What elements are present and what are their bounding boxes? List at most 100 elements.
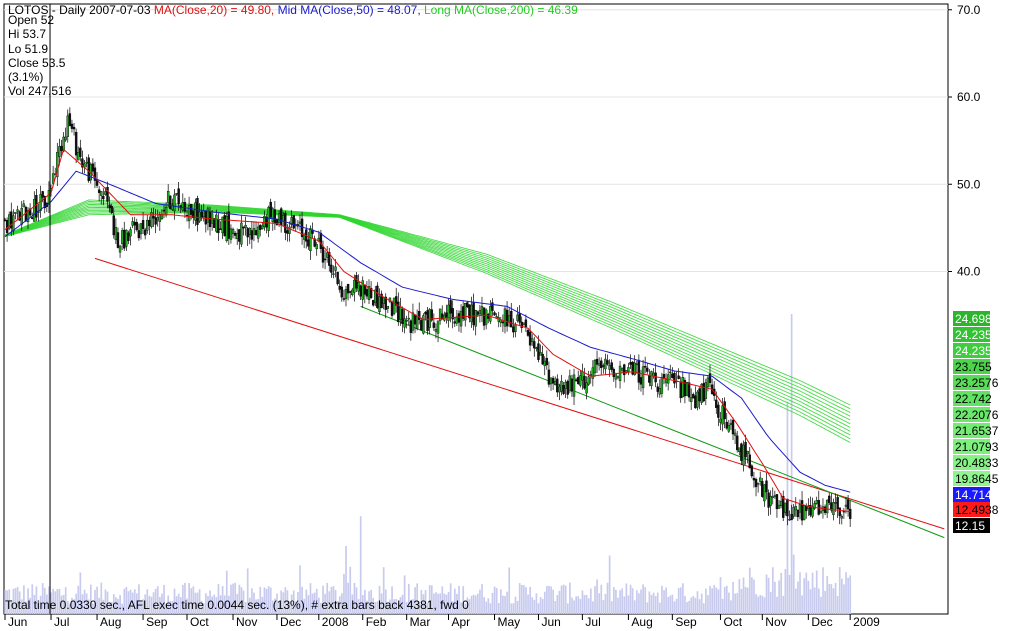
plot-frame [3, 3, 949, 615]
volume-bar [740, 589, 743, 614]
candle-body [154, 217, 157, 225]
candle-body [143, 229, 147, 236]
volume-bar [110, 601, 113, 614]
volume-bar [577, 596, 580, 614]
volume-bar [495, 588, 498, 614]
candle-body [664, 379, 668, 384]
volume-bar [589, 588, 592, 614]
candle-body [336, 271, 339, 285]
volume-bar [765, 574, 768, 614]
candle-body [146, 219, 149, 231]
candle-body [493, 312, 496, 316]
candle-body [3, 219, 7, 221]
candle-body [74, 131, 78, 156]
volume-bar [376, 601, 379, 614]
volume-bar [420, 590, 423, 614]
candle-body [566, 381, 569, 395]
volume-bar [700, 593, 703, 614]
candle-body [150, 212, 153, 227]
change-value: (3.1%) [8, 70, 44, 85]
candle-body [775, 494, 779, 510]
candle-body [106, 187, 109, 202]
candle-body [765, 480, 768, 493]
candle-body [41, 191, 44, 198]
candle-body [131, 221, 134, 226]
volume-bars [4, 314, 852, 614]
candle-body [271, 208, 274, 222]
volume-bar [129, 589, 132, 614]
volume-bar [48, 586, 50, 614]
volume-bar [387, 603, 389, 614]
volume-bar [100, 582, 103, 614]
volume-bar [357, 599, 360, 614]
volume-bar [123, 588, 126, 614]
volume-bar [763, 597, 766, 614]
candle-body [123, 229, 126, 249]
y-tick-label: 40.0 [957, 265, 981, 279]
candle-body [692, 394, 695, 399]
volume-bar [12, 588, 15, 614]
header-ma50: Mid MA(Close,50) = 48.07, [278, 3, 424, 17]
volume-bar [328, 591, 331, 614]
candle-body [623, 364, 626, 376]
volume-bar [487, 598, 490, 614]
volume-bar [508, 567, 511, 614]
candle-body [378, 296, 381, 312]
volume-bar [253, 592, 255, 614]
volume-bar [202, 603, 205, 614]
candle-body [556, 378, 559, 393]
volume-bar [343, 573, 345, 614]
volume-bar [527, 594, 529, 614]
volume-bar [698, 599, 701, 614]
volume-bar [707, 595, 709, 614]
volume-bar [255, 599, 257, 614]
volume-bar [282, 592, 285, 614]
volume-bar [650, 594, 653, 614]
candle-body [395, 296, 398, 306]
candle-body [794, 506, 797, 511]
volume-bar [330, 586, 333, 614]
candle-body [593, 360, 597, 374]
x-tick-label: Jun [541, 615, 560, 629]
volume-bar [437, 593, 439, 614]
volume-bar [491, 592, 494, 614]
candle-body [137, 230, 141, 239]
candle-body [401, 308, 404, 324]
volume-bar [391, 586, 393, 614]
candle-body [254, 230, 258, 235]
candle-body [606, 360, 609, 365]
candle-body [357, 282, 360, 292]
volume-bar [54, 591, 57, 614]
candle-body [522, 322, 526, 325]
candle-body [338, 285, 341, 290]
candle-body [135, 222, 138, 231]
volume-bar [623, 596, 626, 614]
candle-body [307, 239, 310, 247]
volume-bar [31, 584, 34, 614]
volume-value: Vol 247,516 [8, 84, 72, 99]
volume-bar [140, 601, 142, 614]
volume-bar [142, 599, 144, 614]
candle-body [405, 320, 408, 322]
candle-body [342, 298, 346, 300]
footer-timing: Total time 0.0330 sec., AFL exec time 0.… [5, 598, 469, 612]
volume-bar [64, 587, 67, 614]
volume-bar [179, 597, 182, 614]
lo-value: Lo 51.9 [8, 41, 49, 56]
volume-bar [581, 590, 584, 614]
volume-bar [152, 592, 155, 614]
volume-bar [715, 587, 718, 614]
candle-body [769, 495, 772, 506]
volume-bar [144, 594, 147, 614]
volume-bar [259, 586, 262, 614]
volume-bar [200, 600, 203, 614]
candle-body [507, 315, 511, 322]
candle-body [292, 215, 295, 229]
ma200-line [4, 200, 851, 410]
candle-body [656, 386, 659, 392]
price-label: 23.755 [955, 360, 992, 374]
ma200-line [4, 210, 851, 436]
candle-body [445, 312, 448, 318]
volume-bar [232, 583, 234, 614]
